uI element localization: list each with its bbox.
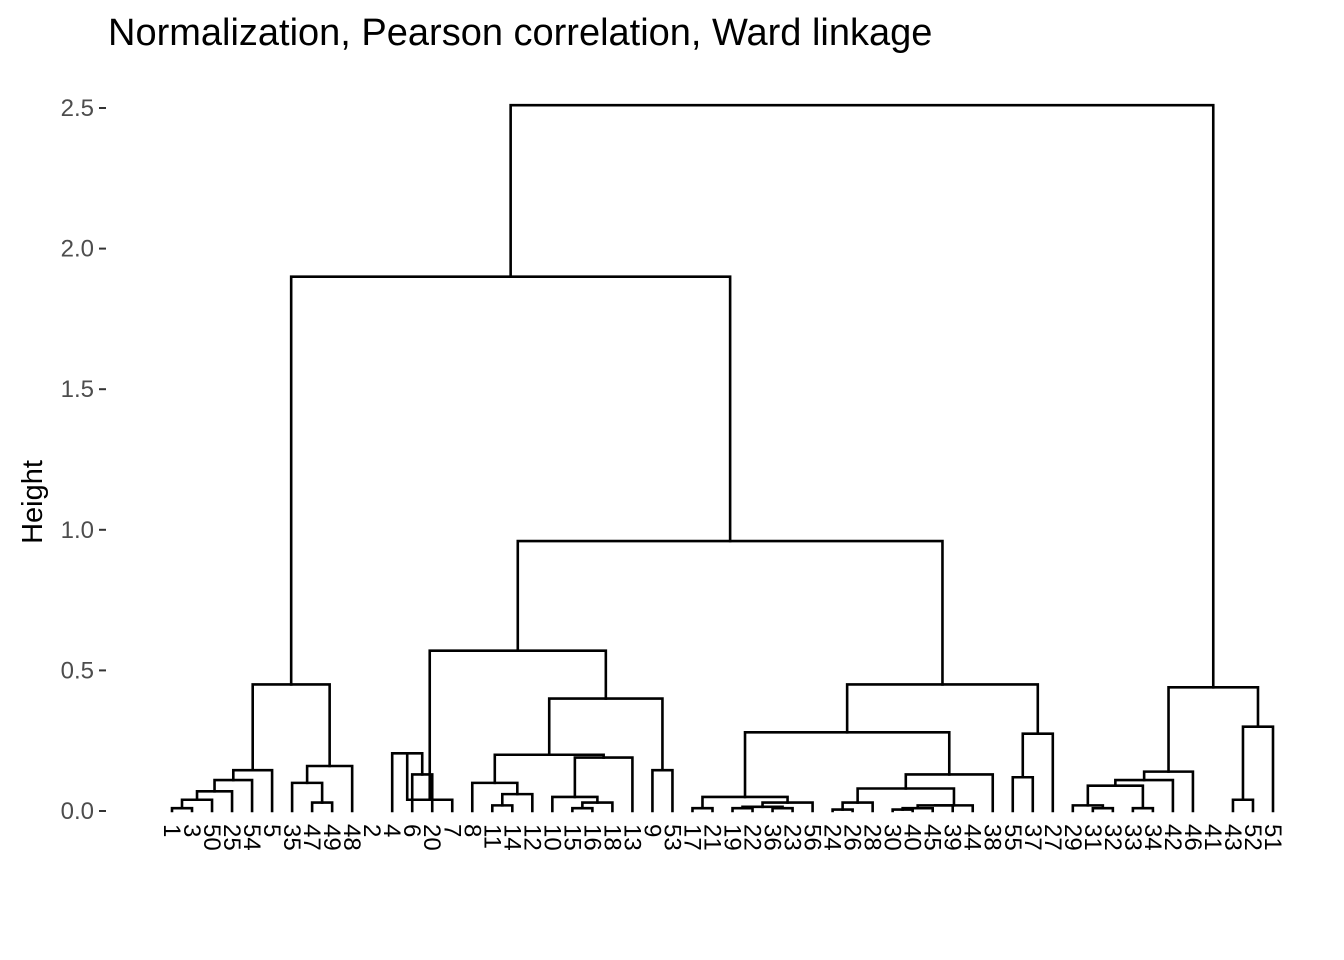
- leaf-label: 23: [779, 824, 806, 851]
- leaf-label: 16: [578, 824, 605, 851]
- leaf-label: 55: [999, 824, 1026, 851]
- leaf-label: 14: [498, 824, 525, 851]
- leaf-label: 24: [819, 824, 846, 851]
- dendrogram-merge: [1011, 775, 1035, 813]
- leaf-label: 9: [638, 824, 665, 837]
- y-tick-label: 1.5: [61, 376, 94, 403]
- leaf-label: 19: [719, 824, 746, 851]
- dendrogram-branches: [170, 103, 1275, 813]
- leaf-label: 52: [1239, 824, 1266, 851]
- leaf-label: 41: [1199, 824, 1226, 851]
- dendrogram-merge: [195, 790, 234, 813]
- leaf-label: 4: [378, 824, 405, 837]
- leaf-label: 44: [959, 824, 986, 851]
- leaf-label: 26: [839, 824, 866, 851]
- leaf-label: 50: [198, 824, 225, 851]
- leaf-label: 7: [438, 824, 465, 837]
- dendrogram-merge: [251, 683, 331, 772]
- dendrogram-merge: [501, 792, 534, 813]
- dendrogram-merge: [1021, 732, 1055, 813]
- leaf-label: 39: [939, 824, 966, 851]
- leaf-label: 2: [358, 824, 385, 837]
- leaf-label: 22: [739, 824, 766, 851]
- leaf-label: 48: [338, 824, 365, 851]
- leaf-label: 54: [238, 824, 265, 851]
- dendrogram-merge: [547, 697, 664, 772]
- leaf-label: 3: [178, 824, 205, 837]
- leaf-label: 11: [478, 824, 505, 849]
- leaf-label: 30: [879, 824, 906, 851]
- leaf-label: 36: [759, 824, 786, 851]
- dendrogram-merge: [428, 649, 608, 802]
- leaf-label: 20: [418, 824, 445, 851]
- y-tick-label: 2.0: [61, 236, 94, 263]
- y-tick-label: 0.5: [61, 657, 94, 684]
- dendrogram-merge: [1142, 770, 1195, 813]
- y-tick-label: 1.0: [61, 517, 94, 544]
- leaf-label: 29: [1059, 824, 1086, 851]
- leaf-label: 42: [1159, 824, 1186, 851]
- leaf-label: 37: [1019, 824, 1046, 851]
- leaf-label: 18: [598, 824, 625, 851]
- dendrogram-merge: [305, 764, 354, 813]
- leaf-label: 53: [658, 824, 685, 851]
- leaf-label: 21: [698, 824, 725, 851]
- leaf-label: 27: [1039, 824, 1066, 851]
- y-tick-label: 0.0: [61, 798, 94, 825]
- leaf-label: 17: [678, 824, 705, 851]
- dendrogram-merge: [509, 103, 1215, 689]
- chart-title: Normalization, Pearson correlation, Ward…: [108, 12, 932, 54]
- leaf-label: 28: [859, 824, 886, 851]
- leaf-label: 10: [538, 824, 565, 851]
- leaf-label: 13: [618, 824, 645, 851]
- leaf-label: 34: [1139, 824, 1166, 851]
- leaf-label: 6: [398, 824, 425, 837]
- dendrogram-merge: [1231, 798, 1255, 813]
- leaf-label: 51: [1259, 824, 1286, 851]
- dendrogram-merge: [1241, 725, 1275, 813]
- leaf-label: 31: [1079, 824, 1106, 851]
- dendrogram-merge: [651, 768, 674, 813]
- y-axis-label: Height: [17, 460, 49, 544]
- leaf-label: 43: [1219, 824, 1246, 851]
- dendrogram-merge: [845, 683, 1040, 735]
- dendrogram-merge: [470, 781, 519, 813]
- dendrogram-merge: [933, 804, 975, 813]
- leaf-label: 32: [1099, 824, 1126, 851]
- leaf-label: 46: [1179, 824, 1206, 851]
- leaf-label: 47: [298, 824, 325, 851]
- dendrogram-merge: [290, 781, 324, 813]
- y-tick-label: 2.5: [61, 95, 94, 122]
- dendrogram-merge: [516, 539, 944, 686]
- dendrogram-merge: [1167, 685, 1260, 773]
- leaf-label: 5: [258, 824, 285, 837]
- dendrogram-merge: [493, 753, 605, 785]
- leaf-label: 56: [799, 824, 826, 851]
- leaf-label: 45: [919, 824, 946, 851]
- leaf-labels: 1350255453547494824620781114121015161813…: [158, 824, 1286, 851]
- leaf-label: 35: [278, 824, 305, 851]
- leaf-label: 38: [979, 824, 1006, 851]
- leaf-label: 8: [458, 824, 485, 837]
- leaf-label: 33: [1119, 824, 1146, 851]
- y-axis: 0.0 0.5 1.0 1.5 2.0 2.5: [61, 95, 106, 825]
- leaf-label: 49: [318, 824, 345, 851]
- leaf-label: 25: [218, 824, 245, 851]
- dendrogram-merge: [289, 275, 732, 686]
- leaf-label: 1: [158, 824, 185, 837]
- leaf-label: 12: [518, 824, 545, 851]
- leaf-label: 40: [899, 824, 926, 851]
- leaf-label: 15: [558, 824, 585, 851]
